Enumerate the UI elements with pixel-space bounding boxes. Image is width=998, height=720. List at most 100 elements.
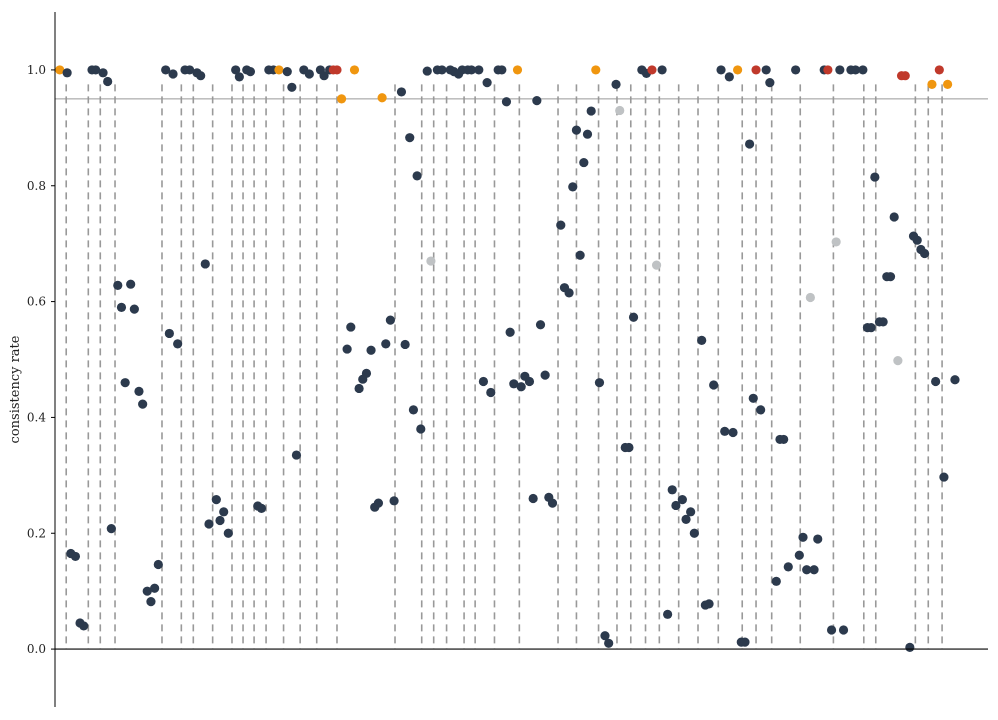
data-point-170 [858, 65, 868, 75]
data-point-118 [615, 105, 625, 116]
data-point-30 [200, 259, 210, 269]
data-point-124 [647, 65, 657, 75]
data-point-56 [342, 344, 352, 354]
data-point-125 [651, 260, 662, 270]
data-point-13 [120, 378, 130, 388]
data-point-166 [835, 65, 845, 75]
data-point-100 [535, 320, 546, 330]
data-point-44 [274, 65, 284, 75]
data-point-146 [748, 393, 758, 403]
data-point-190 [939, 472, 949, 482]
data-point-177 [885, 272, 896, 282]
data-point-32 [211, 495, 221, 505]
data-point-163 [823, 65, 833, 75]
data-point-0 [55, 65, 65, 75]
y-tick-label-2: 0.4 [27, 410, 46, 424]
data-point-36 [231, 65, 241, 75]
data-point-137 [709, 380, 719, 390]
data-point-61 [361, 368, 372, 378]
data-point-24 [168, 69, 178, 79]
data-point-120 [624, 442, 634, 453]
data-point-155 [791, 65, 801, 75]
data-point-88 [486, 387, 496, 398]
data-point-37 [234, 72, 244, 82]
data-point-175 [878, 317, 888, 327]
data-point-54 [332, 65, 342, 75]
data-point-58 [349, 65, 360, 75]
y-tick-label-4: 0.8 [27, 179, 46, 193]
data-point-45 [282, 67, 292, 77]
data-point-46 [287, 82, 297, 92]
data-point-140 [724, 72, 734, 82]
data-point-129 [671, 500, 681, 511]
data-point-186 [919, 248, 930, 259]
data-point-121 [628, 312, 639, 322]
data-point-184 [912, 235, 922, 245]
data-point-147 [751, 65, 761, 75]
data-point-98 [528, 493, 538, 504]
data-point-93 [509, 379, 519, 389]
y-tick-label-0: 0.0 [27, 642, 46, 656]
data-point-156 [794, 550, 804, 560]
data-point-128 [667, 485, 677, 495]
data-point-130 [677, 495, 687, 505]
data-point-20 [150, 583, 160, 593]
data-point-179 [893, 356, 903, 366]
data-point-153 [779, 434, 789, 445]
data-point-126 [657, 65, 667, 75]
data-points [55, 65, 960, 652]
group-dividers [65, 84, 943, 650]
data-point-14 [126, 279, 136, 289]
data-point-150 [765, 78, 775, 88]
data-point-71 [405, 133, 415, 143]
data-point-33 [215, 515, 225, 526]
data-point-19 [146, 596, 156, 607]
data-point-11 [113, 280, 123, 290]
data-point-187 [927, 79, 937, 89]
data-point-39 [245, 67, 256, 77]
data-point-62 [366, 345, 376, 355]
data-point-112 [586, 106, 596, 116]
data-point-51 [319, 71, 329, 81]
data-point-189 [934, 65, 944, 75]
data-point-154 [783, 562, 793, 572]
data-point-74 [416, 424, 426, 434]
data-point-103 [547, 498, 558, 508]
data-point-57 [346, 322, 356, 332]
data-point-84 [466, 65, 477, 75]
data-point-161 [813, 534, 823, 544]
data-point-22 [161, 65, 171, 75]
data-point-178 [889, 212, 899, 222]
data-point-91 [501, 97, 512, 107]
data-point-131 [681, 514, 691, 524]
data-point-158 [802, 565, 812, 575]
data-point-148 [756, 405, 766, 415]
data-point-169 [850, 65, 861, 75]
data-point-18 [142, 586, 152, 596]
data-point-141 [728, 427, 738, 438]
data-point-49 [304, 69, 314, 79]
data-point-157 [798, 532, 808, 542]
data-point-67 [385, 315, 396, 325]
data-point-97 [524, 376, 535, 387]
data-point-110 [579, 157, 589, 168]
data-point-173 [870, 172, 880, 182]
data-point-65 [377, 93, 387, 103]
data-point-160 [809, 565, 819, 575]
data-point-149 [761, 65, 771, 75]
data-point-151 [771, 576, 781, 586]
data-point-72 [408, 405, 419, 415]
y-tick-label-5: 1.0 [27, 63, 46, 77]
data-point-76 [426, 256, 436, 266]
data-point-117 [611, 79, 621, 89]
data-point-134 [697, 335, 707, 345]
data-point-104 [556, 220, 566, 230]
data-point-87 [482, 78, 492, 88]
data-point-182 [905, 642, 915, 652]
data-point-78 [437, 65, 447, 75]
data-point-107 [568, 182, 578, 192]
data-point-101 [540, 370, 550, 380]
data-point-10 [106, 524, 116, 534]
y-ticks: 0.0 0.2 0.4 0.6 0.8 1.0 [27, 63, 55, 656]
